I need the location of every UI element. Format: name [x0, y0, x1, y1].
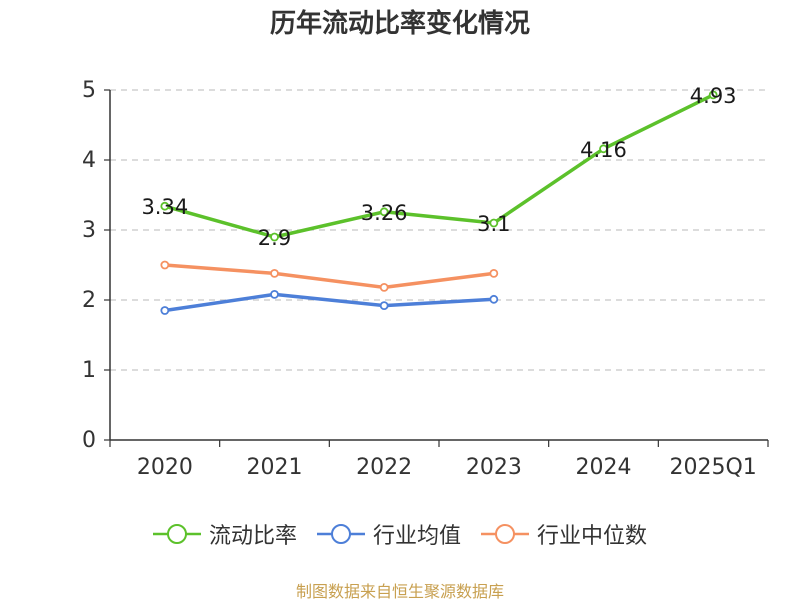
y-tick-label-3: 3 [82, 218, 96, 243]
point-current-ratio-2021 [270, 232, 279, 242]
legend-marker-industry-mean [316, 524, 365, 544]
series-line-current-ratio [164, 93, 714, 239]
x-tick-label-2025Q1: 2025Q1 [670, 455, 757, 480]
point-industry-median-2020 [160, 260, 170, 270]
series-line-industry-median [164, 263, 495, 290]
data-label-current-ratio-2024: 4.16 [580, 138, 627, 162]
point-current-ratio-2020 [160, 201, 170, 211]
y-tick-label-5: 5 [82, 78, 96, 103]
point-industry-median-2023 [489, 268, 499, 278]
data-label-current-ratio-2020: 3.34 [141, 195, 188, 219]
series-line-industry-mean [164, 292, 494, 313]
point-industry-mean-2020 [160, 306, 170, 315]
data-label-current-ratio-2022: 3.26 [361, 201, 408, 225]
source-note: 制图数据来自恒生聚源数据库 [295, 582, 504, 601]
data-label-current-ratio-2025Q1: 4.93 [690, 84, 737, 108]
legend: 流动比率 行业均值 行业中位数 [0, 518, 800, 550]
legend-marker-industry-median [481, 524, 529, 544]
x-tick-label-2020: 2020 [137, 455, 193, 480]
point-industry-median-2022 [379, 282, 389, 292]
y-tick-label-4: 4 [82, 148, 96, 173]
point-industry-mean-2022 [379, 301, 389, 311]
y-tick-label-1: 1 [82, 358, 96, 383]
legend-marker-current-ratio [152, 524, 201, 544]
legend-label-industry-mean: 行业均值 [372, 524, 461, 549]
legend-item-industry-median[interactable]: 行业中位数 [481, 518, 647, 550]
y-tick-label-0: 0 [82, 428, 96, 453]
point-industry-mean-2023 [489, 294, 499, 304]
data-label-current-ratio-2023: 3.1 [477, 212, 510, 236]
point-current-ratio-2024 [599, 144, 608, 154]
x-tick-label-2021: 2021 [247, 455, 303, 480]
point-current-ratio-2023 [489, 218, 499, 228]
point-current-ratio-2025Q1 [708, 90, 718, 100]
legend-label-current-ratio: 流动比率 [208, 524, 297, 549]
legend-label-industry-median: 行业中位数 [537, 524, 648, 549]
data-label-current-ratio-2021: 2.9 [258, 226, 291, 250]
point-current-ratio-2022 [379, 207, 389, 217]
x-tick-label-2024: 2024 [576, 455, 632, 480]
legend-item-current-ratio[interactable]: 流动比率 [152, 518, 297, 550]
chart-title: 历年流动比率变化情况 [269, 9, 530, 39]
y-tick-label-2: 2 [82, 288, 96, 313]
point-industry-mean-2021 [270, 289, 279, 299]
legend-item-industry-mean[interactable]: 行业均值 [316, 518, 461, 550]
x-tick-label-2022: 2022 [356, 455, 412, 480]
x-tick-label-2023: 2023 [466, 455, 522, 480]
point-industry-median-2021 [270, 268, 279, 278]
